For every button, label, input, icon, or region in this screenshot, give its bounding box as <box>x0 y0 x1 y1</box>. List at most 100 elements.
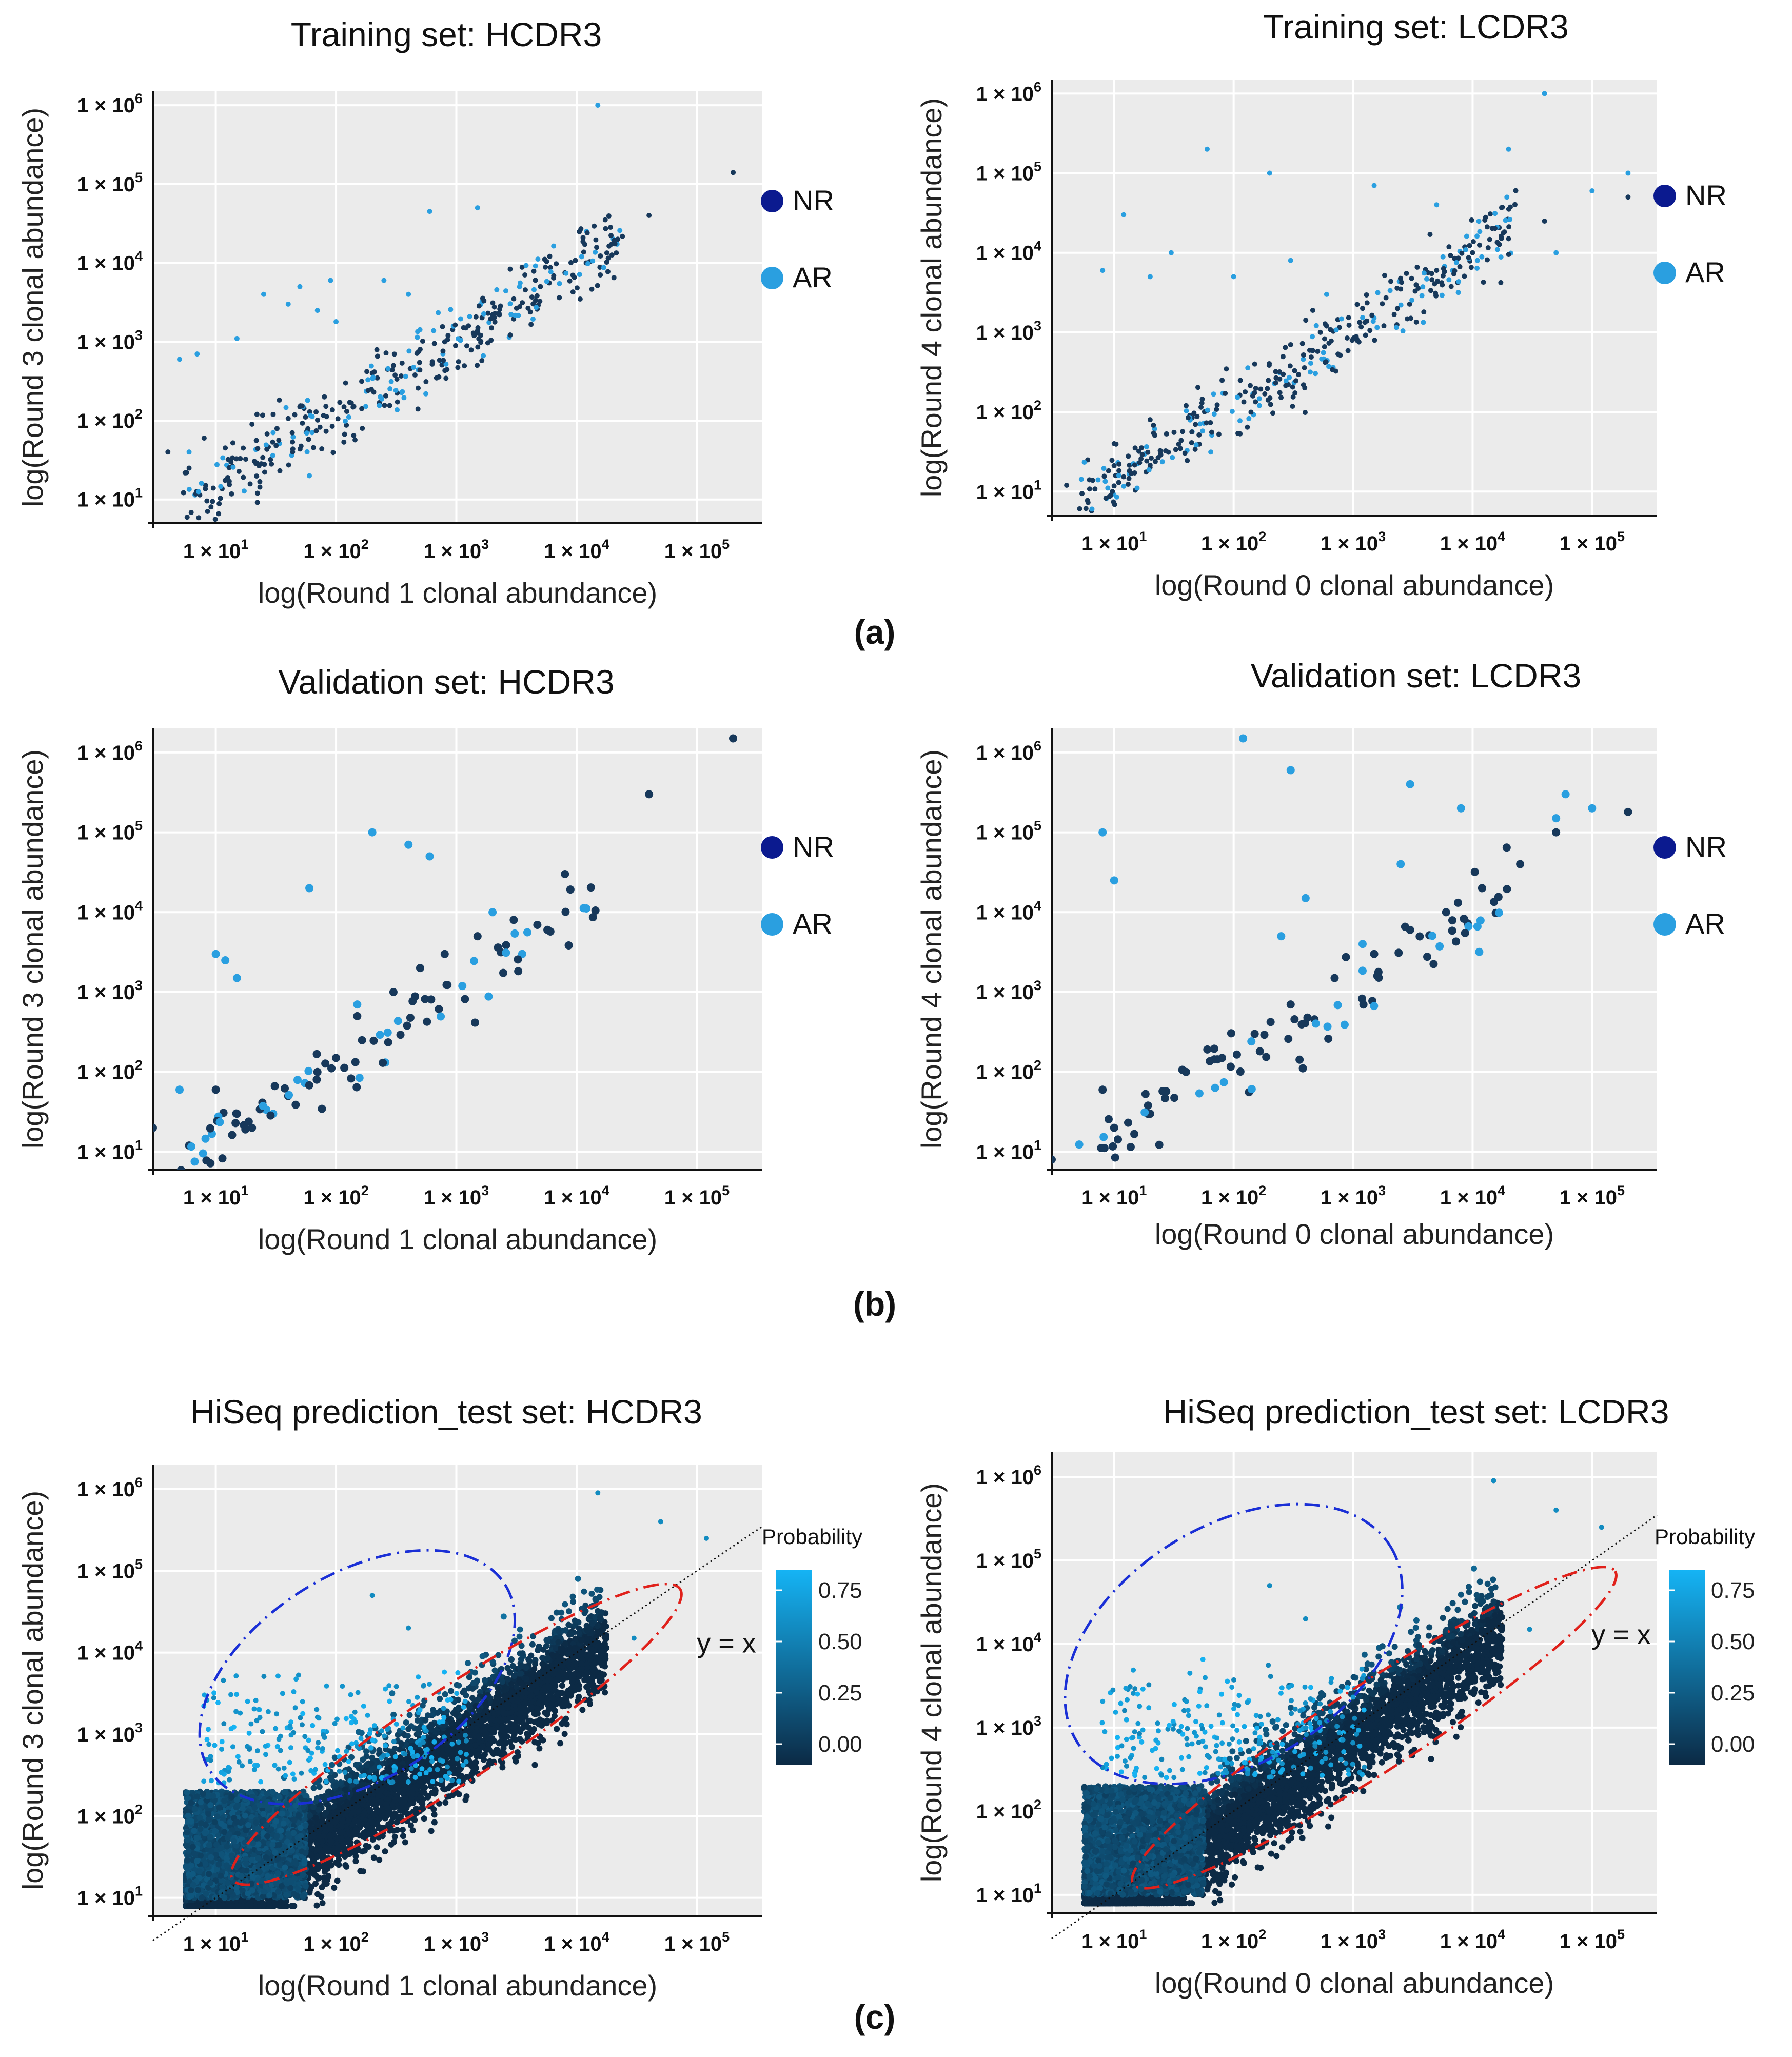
point <box>569 1593 576 1600</box>
point-nr <box>1303 1013 1312 1022</box>
point-ar <box>1246 416 1252 421</box>
x-tick-label: 1 × 105 <box>1560 529 1625 555</box>
point-nr <box>533 921 542 929</box>
point-ar <box>387 386 393 392</box>
point <box>458 1772 465 1779</box>
y-tick-label: 1 × 104 <box>976 239 1041 265</box>
point-ar <box>469 957 478 965</box>
point <box>391 1838 398 1845</box>
point-ar <box>1105 485 1111 491</box>
point-nr <box>225 457 231 462</box>
point-nr <box>1468 265 1474 270</box>
legend-label: AR <box>1685 907 1725 940</box>
point-nr <box>1429 277 1435 283</box>
y-tick-label: 1 × 101 <box>976 1137 1041 1163</box>
point-ar <box>617 228 623 233</box>
point-ar <box>1116 472 1121 478</box>
point-ar <box>1360 315 1366 321</box>
point-nr <box>1303 318 1309 323</box>
point-nr <box>1433 293 1439 299</box>
y-tick-label: 1 × 106 <box>77 738 143 764</box>
point-ar <box>1503 217 1508 223</box>
point-nr <box>269 461 274 467</box>
point-nr <box>452 322 458 328</box>
point-ar <box>1456 279 1462 284</box>
point-ar <box>381 278 387 283</box>
point-ar <box>1542 91 1547 96</box>
point-ar <box>1247 1085 1256 1094</box>
point-nr <box>1363 332 1368 338</box>
point <box>431 1819 438 1826</box>
point-nr <box>1283 345 1288 350</box>
point-nr <box>490 300 496 306</box>
point-nr <box>476 303 482 309</box>
point-nr <box>1485 245 1491 250</box>
point-nr <box>527 309 533 315</box>
point-ar <box>333 319 339 325</box>
point-ar <box>385 366 391 371</box>
point-ar <box>1147 274 1153 280</box>
point-nr <box>364 369 370 374</box>
point-nr <box>1455 255 1461 261</box>
point-nr <box>1484 257 1490 263</box>
point-nr <box>440 348 446 354</box>
point-nr <box>1399 280 1405 285</box>
point <box>559 1690 565 1696</box>
point-nr <box>266 1111 275 1120</box>
point <box>466 1674 472 1680</box>
point-ar <box>1211 1083 1219 1092</box>
point-nr <box>1110 1123 1118 1132</box>
point-nr <box>423 1017 431 1026</box>
point-nr <box>352 1083 361 1092</box>
point-ar <box>1121 483 1127 489</box>
x-tick-label: 1 × 103 <box>424 1183 489 1209</box>
point-nr <box>389 367 395 373</box>
point-nr <box>206 1124 214 1133</box>
point-nr <box>1283 383 1289 388</box>
point-ar <box>1479 254 1485 260</box>
legend-label: NR <box>1685 830 1727 863</box>
point-ar <box>393 388 399 393</box>
point-nr <box>1415 932 1424 941</box>
point <box>356 1729 362 1735</box>
point-nr <box>248 1123 257 1132</box>
point-ar <box>1473 922 1482 931</box>
point-ar <box>1455 290 1461 295</box>
point-nr <box>291 1100 300 1109</box>
point-nr <box>502 941 510 950</box>
point-ar <box>595 103 601 108</box>
point-nr <box>1413 282 1419 288</box>
x-tick-label: 1 × 104 <box>544 1183 609 1209</box>
point-ar <box>458 338 463 343</box>
point-nr <box>1481 280 1486 285</box>
point-nr <box>1280 354 1286 360</box>
point-nr <box>1235 430 1241 436</box>
point <box>594 1586 601 1593</box>
point-nr <box>1266 378 1271 383</box>
point-nr <box>323 428 329 434</box>
point-nr <box>359 406 365 411</box>
point-nr <box>1195 385 1201 390</box>
point-nr <box>1183 403 1189 408</box>
point <box>334 1877 341 1884</box>
point-ar <box>508 311 514 317</box>
point-nr <box>475 344 481 350</box>
point-nr <box>1232 1050 1241 1059</box>
point-nr <box>317 424 323 430</box>
point-ar <box>1301 357 1306 362</box>
point-ar <box>579 904 588 913</box>
point-nr <box>1499 234 1504 240</box>
point-nr <box>181 490 186 496</box>
point-nr <box>606 213 612 219</box>
point-nr <box>507 332 513 338</box>
point <box>463 1773 470 1780</box>
point-nr <box>430 360 436 366</box>
point-nr <box>511 296 517 302</box>
point <box>409 1827 416 1834</box>
point-ar <box>1498 254 1504 260</box>
point-nr <box>1364 300 1370 306</box>
point-ar <box>1099 1133 1108 1141</box>
point-nr <box>399 360 405 366</box>
